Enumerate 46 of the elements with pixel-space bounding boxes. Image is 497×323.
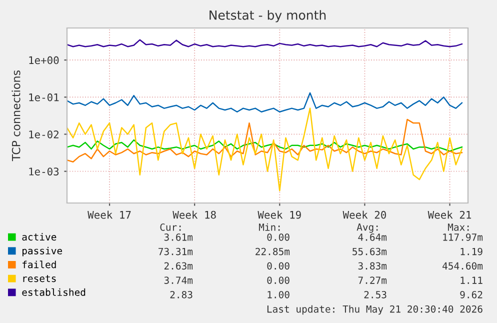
legend-label: passive (22, 246, 62, 256)
text: Cur: (160, 223, 181, 231)
legend-label: resets (23, 275, 56, 282)
text: 0.00 (267, 262, 290, 270)
y-tick-label: 1e-01 (29, 93, 59, 102)
x-tick-label: Week 18 (172, 210, 216, 219)
text: 3.61m (164, 233, 193, 241)
legend-label: established (22, 288, 86, 296)
text: 3.74m (164, 276, 193, 284)
legend-label: active (22, 233, 56, 241)
line-series (67, 139, 463, 152)
text: 1.00 (268, 290, 290, 298)
text: 3.83m (358, 262, 387, 270)
x-tick-label: Week 17 (88, 210, 131, 219)
line-series (67, 108, 463, 192)
text: Max: (448, 224, 469, 231)
text: 0.00 (267, 276, 290, 284)
y-tick-label: 1e-03 (29, 168, 59, 176)
chart-title: Netstat - by month (210, 10, 326, 22)
x-tick-label: Week 19 (258, 210, 301, 219)
text: 1.19 (460, 248, 482, 256)
y-axis-title: TCP connections (12, 70, 20, 162)
text: 117.97m (443, 233, 483, 241)
y-tick-label: 1e+00 (29, 56, 59, 64)
text: 2.63m (164, 262, 193, 270)
text: 4.64m (358, 233, 387, 241)
line-series (67, 92, 463, 113)
text: 2.83 (170, 290, 192, 298)
text: Min: (258, 223, 280, 231)
text: 22.85m (256, 248, 290, 256)
text: 73.31m (158, 248, 193, 256)
text: 454.60m (442, 262, 483, 270)
line-series (67, 118, 463, 162)
text: 2.53 (364, 290, 386, 298)
x-tick-label: Week 20 (342, 210, 386, 219)
text: Avg: (356, 224, 378, 233)
y-tick-label: 1e-02 (29, 130, 58, 138)
legend-label: failed (22, 260, 56, 268)
text: 0.00 (267, 233, 290, 241)
text: 1.11 (460, 276, 482, 284)
text: 7.27m (358, 276, 387, 284)
x-tick-label: Week 21 (428, 210, 472, 219)
line-series (67, 39, 463, 48)
text: 55.63m (352, 248, 387, 256)
text: Last update: Thu May 21 20:30:40 2026 (267, 305, 482, 315)
text: 9.62 (460, 290, 482, 298)
